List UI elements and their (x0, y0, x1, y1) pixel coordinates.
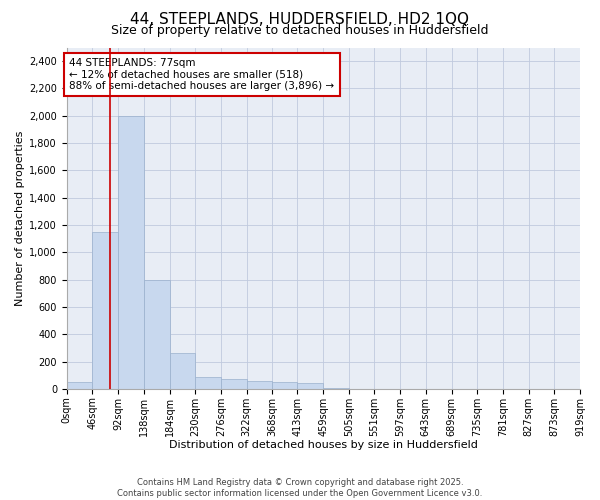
Text: Size of property relative to detached houses in Huddersfield: Size of property relative to detached ho… (111, 24, 489, 37)
Text: 44 STEEPLANDS: 77sqm
← 12% of detached houses are smaller (518)
88% of semi-deta: 44 STEEPLANDS: 77sqm ← 12% of detached h… (70, 58, 334, 91)
Bar (221, 378, 247, 389)
Bar (298, 384, 323, 389)
Text: Contains HM Land Registry data © Crown copyright and database right 2025.
Contai: Contains HM Land Registry data © Crown c… (118, 478, 482, 498)
Bar (144, 280, 170, 389)
X-axis label: Distribution of detached houses by size in Huddersfield: Distribution of detached houses by size … (169, 440, 478, 450)
Bar (118, 116, 144, 389)
Bar (323, 388, 349, 389)
Y-axis label: Number of detached properties: Number of detached properties (15, 130, 25, 306)
Bar (247, 380, 272, 389)
Bar (195, 376, 221, 389)
Bar (170, 354, 195, 389)
Bar (67, 382, 92, 389)
Text: 44, STEEPLANDS, HUDDERSFIELD, HD2 1QQ: 44, STEEPLANDS, HUDDERSFIELD, HD2 1QQ (131, 12, 470, 28)
Bar (272, 382, 298, 389)
Bar (92, 232, 118, 389)
